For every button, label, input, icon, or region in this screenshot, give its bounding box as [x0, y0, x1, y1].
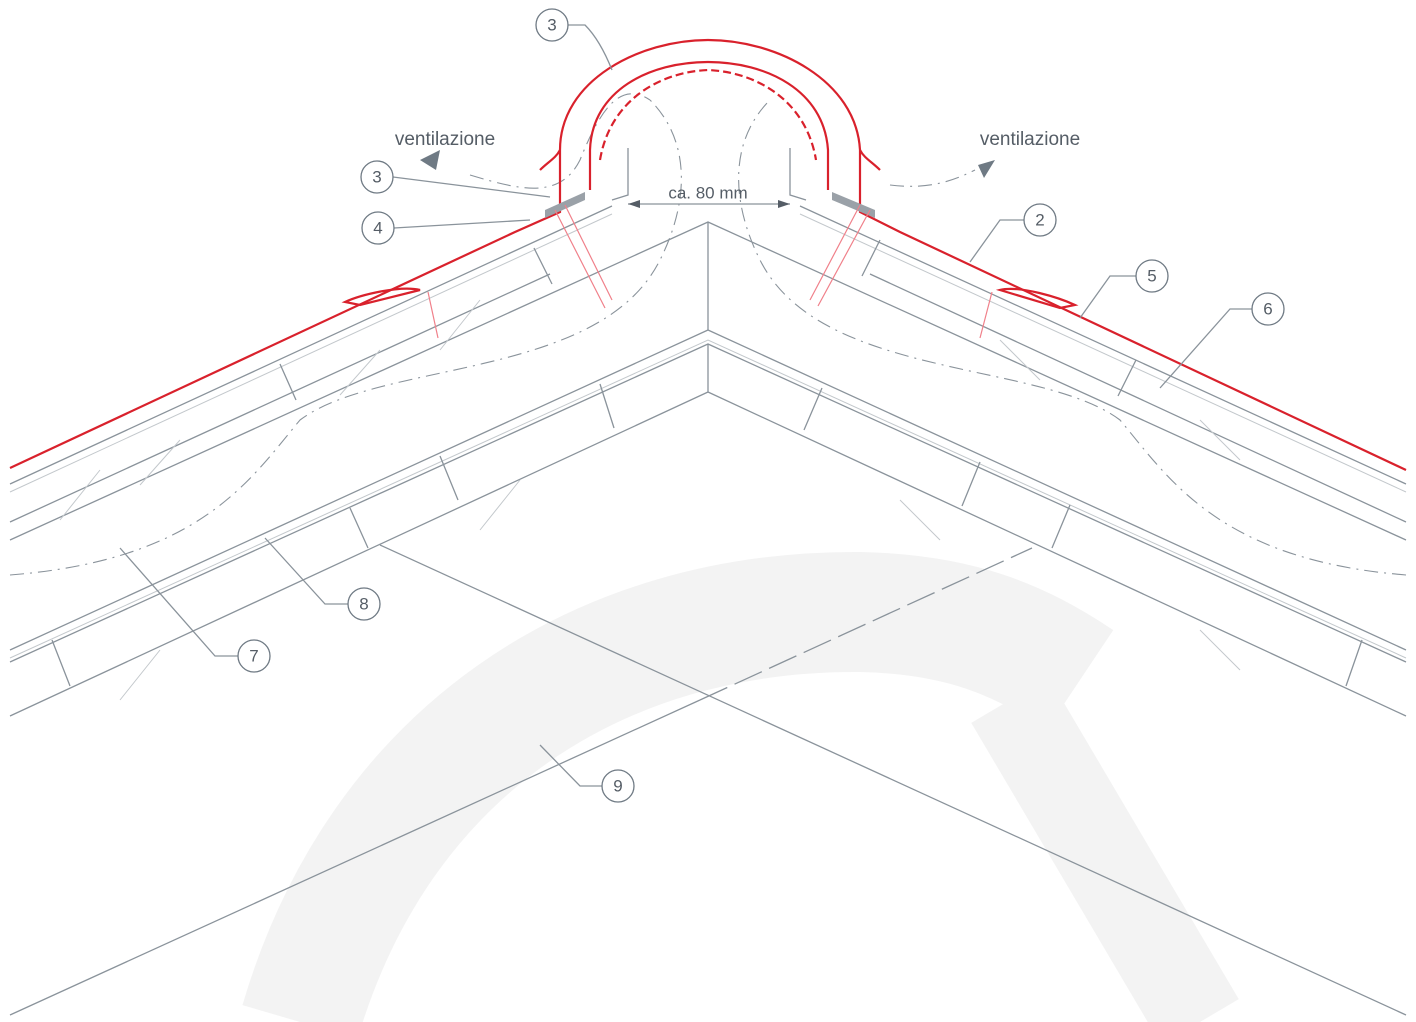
- roof-layers: [9, 93, 1407, 1016]
- callout-number: 5: [1147, 266, 1156, 285]
- callout-circle: [1023, 203, 1057, 237]
- seal: [832, 192, 875, 218]
- leader-line: [392, 176, 551, 198]
- callout-number: 8: [359, 594, 368, 613]
- callout-number: 7: [249, 646, 258, 665]
- callout-circle: [360, 160, 394, 194]
- leader-line: [568, 24, 613, 71]
- callout-number: 2: [1035, 210, 1044, 229]
- ventilation-label: ventilazione: [980, 129, 1080, 150]
- leader-line: [393, 219, 531, 229]
- callout-circle: [361, 211, 395, 245]
- callout-number: 6: [1263, 299, 1272, 318]
- leader-line: [969, 219, 1024, 263]
- callout-number: 3: [372, 167, 381, 186]
- callout-circle: [535, 8, 569, 42]
- watermark: [242, 551, 1114, 1022]
- callout-circle: [347, 587, 381, 621]
- leader-line: [1159, 308, 1252, 389]
- callout-number: 4: [373, 218, 382, 237]
- callout-circle: [601, 769, 635, 803]
- callout-circle: [1251, 292, 1285, 326]
- arrows: [420, 150, 995, 208]
- callout-number: 9: [613, 776, 622, 795]
- ridge-cap: [9, 38, 1407, 471]
- callout-circle: [237, 639, 271, 673]
- dimension-label: ca. 80 mm: [668, 183, 747, 202]
- callout-circle: [1135, 259, 1169, 293]
- callout-number: 3: [547, 15, 556, 34]
- ventilation-label: ventilazione: [395, 129, 495, 150]
- leader-line: [539, 744, 602, 787]
- leader-line: [1079, 275, 1136, 319]
- leader-line: [119, 547, 238, 657]
- leader-line: [264, 537, 348, 605]
- watermark: [971, 677, 1239, 1022]
